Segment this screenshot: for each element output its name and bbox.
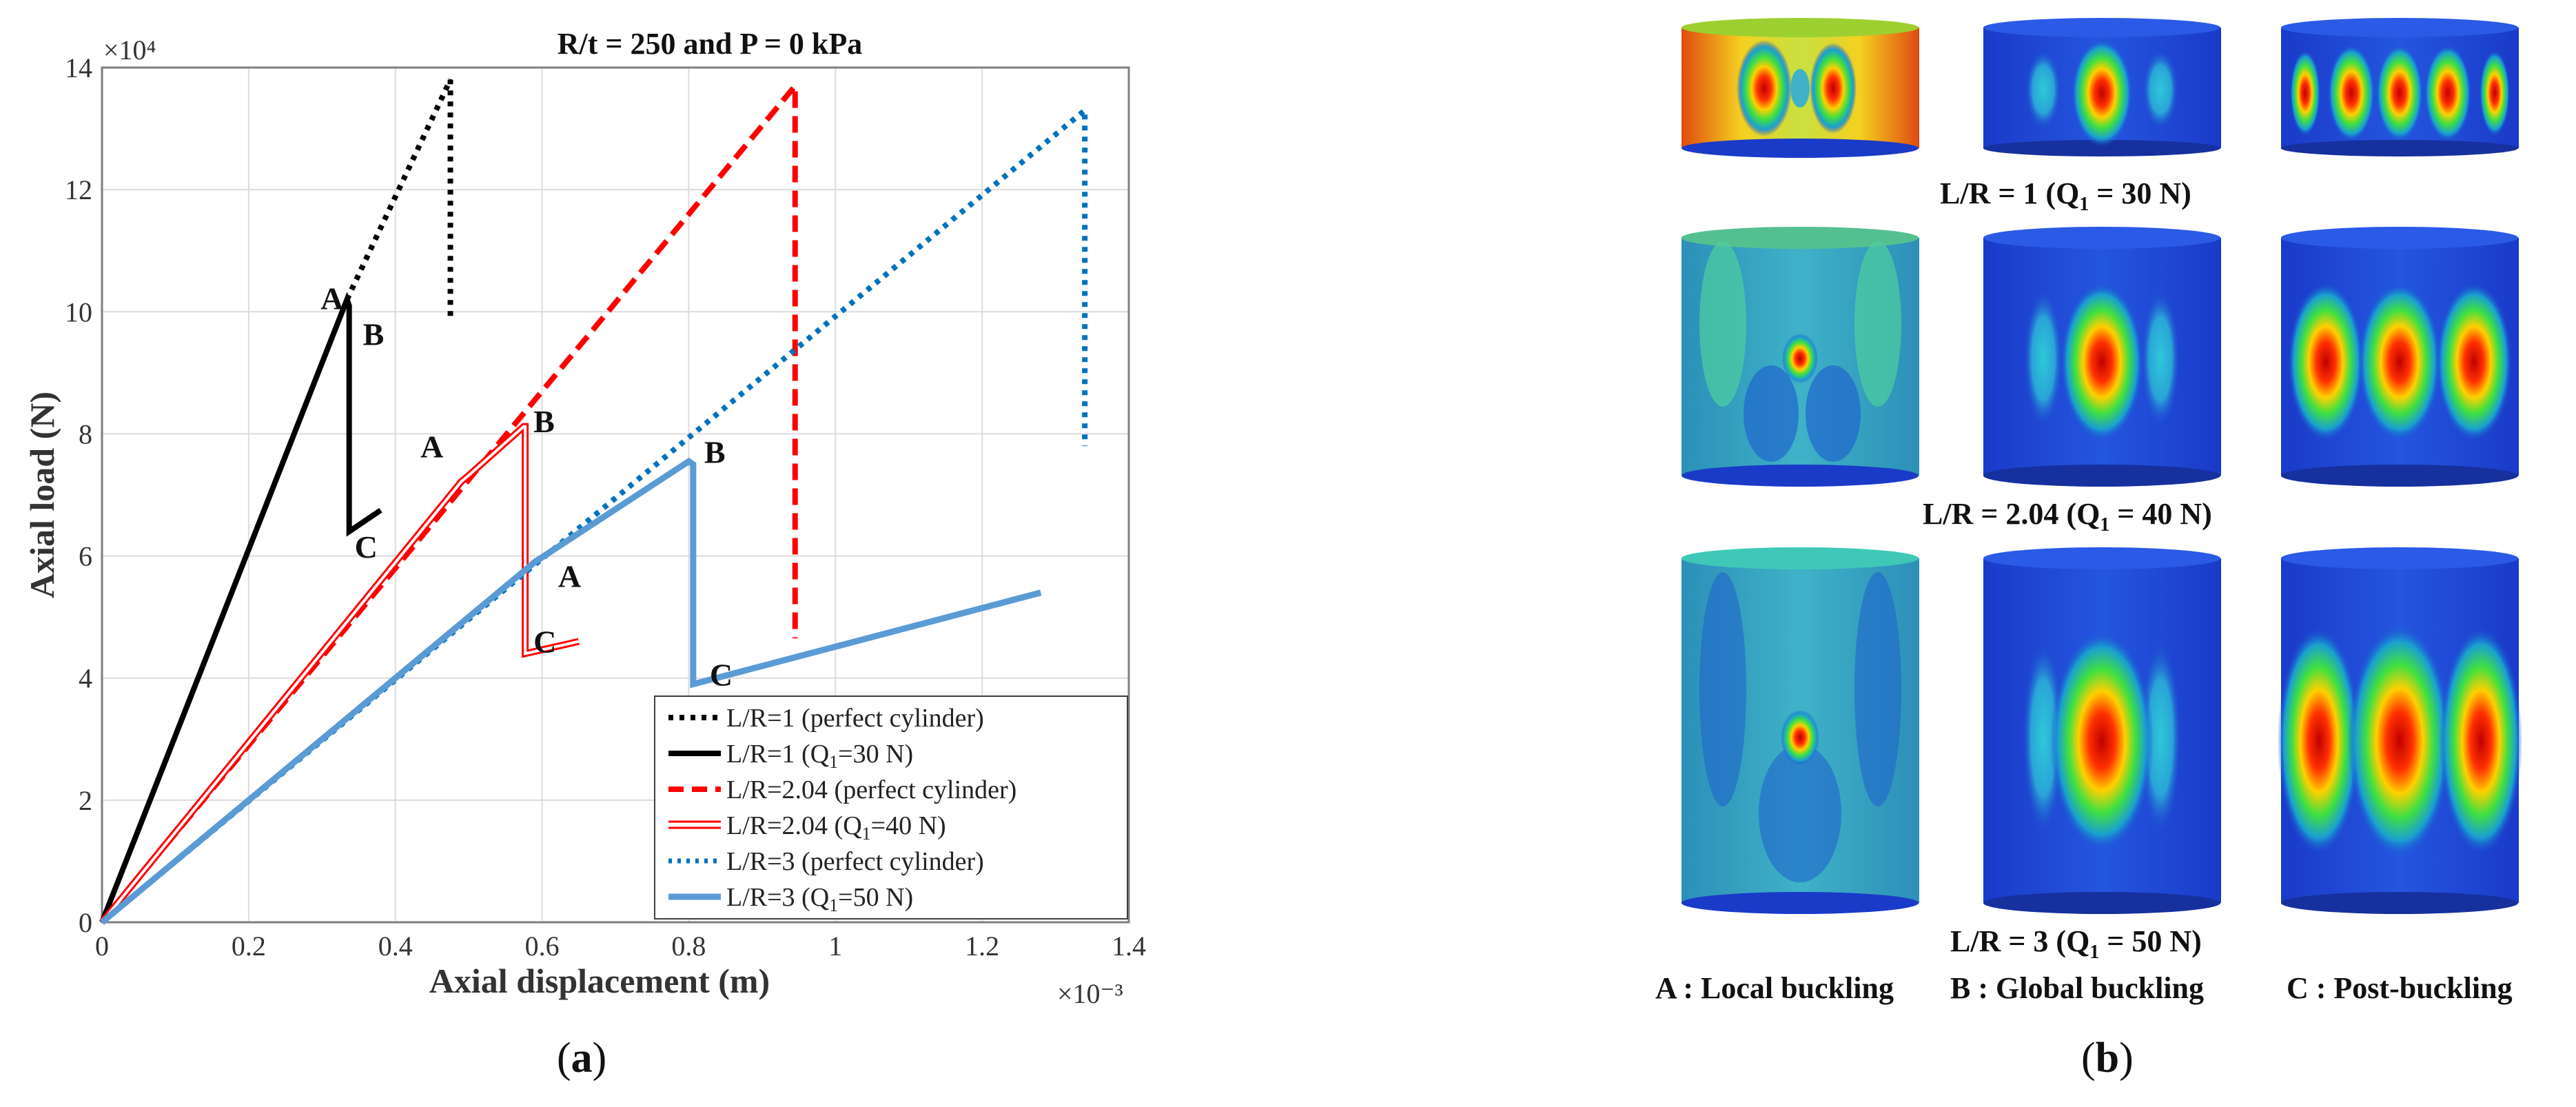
legend-local-buckling: A : Local buckling bbox=[1655, 971, 1894, 1005]
y-tick-label: 10 bbox=[65, 296, 92, 327]
point-label: B bbox=[533, 404, 555, 439]
legend-label: L/R=2.04 (perfect cylinder) bbox=[726, 775, 1016, 804]
plot-frame bbox=[101, 66, 1130, 924]
x-tick-label: 0.6 bbox=[525, 931, 560, 962]
series-line-5 bbox=[100, 457, 1042, 925]
panel-label-b: (b) bbox=[2081, 1035, 2134, 1081]
chart-title: R/t = 250 and P = 0 kPa bbox=[558, 27, 863, 61]
x-tick-label: 0.4 bbox=[378, 931, 413, 962]
series-line-0 bbox=[344, 79, 453, 318]
legend-entry: L/R=3 (Q1=50 N) bbox=[668, 883, 913, 915]
y-tick-label: 14 bbox=[65, 52, 92, 83]
legend: L/R=1 (perfect cylinder) L/R=1 (Q1=30 N)… bbox=[654, 695, 1128, 920]
cylinder-lr204-local bbox=[1681, 227, 1919, 487]
caption-row2: L/R = 2.04 (Q1 = 40 N) bbox=[1923, 497, 2212, 536]
legend-entry: L/R=1 (perfect cylinder) bbox=[668, 704, 984, 733]
y-multiplier: ×10⁴ bbox=[103, 34, 156, 65]
y-tick-label: 2 bbox=[79, 785, 92, 816]
y-tick-label: 0 bbox=[79, 907, 92, 938]
cylinder-lr1-global bbox=[1983, 18, 2221, 156]
x-tick-label: 0 bbox=[95, 931, 109, 962]
cylinder-lr1-post bbox=[2281, 18, 2519, 156]
x-tick-label: 1.4 bbox=[1112, 931, 1146, 962]
tick-labels: 0 0.2 0.4 0.6 0.8 1 1.2 1.4 0 2 4 6 8 10 12 14 bbox=[65, 52, 1146, 962]
point-label: C bbox=[710, 658, 733, 693]
point-label: A bbox=[558, 558, 581, 593]
x-tick-label: 1.2 bbox=[965, 931, 999, 962]
point-label: C bbox=[355, 529, 378, 565]
y-tick-label: 12 bbox=[65, 174, 92, 205]
legend-label: L/R=1 (Q1=30 N) bbox=[726, 740, 913, 772]
cylinder-lr3-post bbox=[2278, 547, 2522, 914]
cylinder-lr1-local bbox=[1681, 18, 1919, 158]
y-tick-label: 6 bbox=[79, 541, 92, 572]
grid-lines bbox=[102, 68, 1129, 922]
cylinder-lr204-global bbox=[1983, 227, 2221, 487]
legend-entry: L/R=3 (perfect cylinder) bbox=[668, 847, 984, 876]
legend-box bbox=[654, 695, 1128, 920]
legend-entry: L/R=2.04 (perfect cylinder) bbox=[668, 775, 1016, 804]
point-label: C bbox=[533, 624, 556, 659]
cylinder-lr204-post bbox=[2281, 227, 2519, 487]
y-tick-label: 8 bbox=[79, 418, 92, 449]
legend-entry: L/R=1 (Q1=30 N) bbox=[668, 740, 913, 772]
y-tick-label: 4 bbox=[79, 663, 92, 694]
legend-post-buckling: C : Post-buckling bbox=[2287, 971, 2513, 1005]
x-tick-label: 0.8 bbox=[671, 931, 706, 962]
legend-label: L/R=3 (Q1=50 N) bbox=[726, 883, 913, 915]
legend-entry: L/R=2.04 (Q1=40 N) bbox=[668, 811, 946, 844]
legend-label: L/R=2.04 (Q1=40 N) bbox=[726, 811, 946, 844]
legend-global-buckling: B : Global buckling bbox=[1950, 971, 2205, 1005]
series-lines bbox=[99, 78, 1088, 925]
x-tick-label: 0.2 bbox=[232, 931, 266, 962]
cylinder-lr3-global bbox=[1983, 547, 2221, 914]
x-multiplier: ×10⁻³ bbox=[1057, 978, 1123, 1009]
series-line-1 bbox=[99, 292, 382, 924]
cylinder-lr3-local bbox=[1681, 547, 1919, 914]
x-tick-label: 1 bbox=[828, 931, 842, 962]
legend-label: L/R=1 (perfect cylinder) bbox=[726, 704, 984, 733]
point-label: A bbox=[420, 429, 443, 465]
panel-label-a: (a) bbox=[557, 1035, 607, 1081]
point-label: B bbox=[363, 317, 385, 352]
point-label: B bbox=[704, 435, 726, 470]
y-axis-label: Axial load (N) bbox=[23, 392, 61, 598]
series-line-3-inner bbox=[101, 425, 580, 924]
point-label: A bbox=[320, 281, 343, 316]
caption-row3: L/R = 3 (Q1 = 50 N) bbox=[1950, 924, 2202, 963]
legend-label: L/R=3 (perfect cylinder) bbox=[726, 847, 984, 876]
buckling-mode-figure bbox=[1681, 18, 2522, 914]
caption-row1: L/R = 1 (Q1 = 30 N) bbox=[1940, 176, 2191, 215]
x-axis-label: Axial displacement (m) bbox=[429, 962, 770, 1000]
series-line-3 bbox=[99, 423, 580, 925]
